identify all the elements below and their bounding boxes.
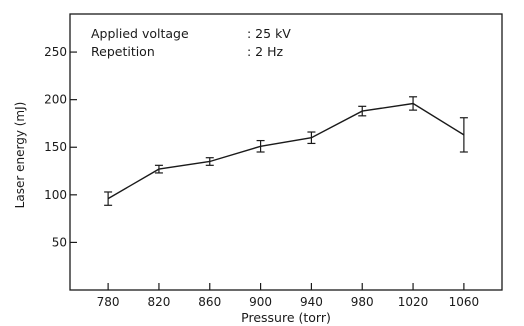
data-series	[104, 96, 468, 206]
y-tick-label: 50	[52, 235, 67, 249]
data-point	[154, 164, 163, 174]
x-tick-label: 980	[351, 295, 374, 309]
series-line	[107, 102, 465, 200]
annotation-value-repetition: : 2 Hz	[247, 44, 284, 59]
plot-frame	[69, 13, 503, 291]
data-point	[104, 191, 113, 206]
x-tick-label: 860	[198, 295, 221, 309]
plot-border	[69, 13, 503, 291]
x-axis-label: Pressure (torr)	[241, 310, 331, 325]
x-tick-label: 1060	[449, 295, 480, 309]
x-axis-ticks: 780 820 860 900 940 980 1020 1060	[97, 283, 479, 309]
y-tick-label: 250	[44, 45, 67, 59]
data-point	[459, 117, 468, 153]
y-tick-label: 150	[44, 140, 67, 154]
data-point	[358, 105, 367, 117]
annotation-label-voltage: Applied voltage	[91, 26, 189, 41]
y-axis-label: Laser energy (mJ)	[13, 102, 27, 209]
x-tick-label: 900	[249, 295, 272, 309]
y-tick-label: 100	[44, 188, 67, 202]
data-point	[409, 96, 418, 111]
x-tick-label: 780	[97, 295, 120, 309]
data-point	[256, 139, 265, 153]
y-tick-label: 200	[44, 93, 67, 107]
x-tick-label: 940	[300, 295, 323, 309]
x-tick-label: 1020	[398, 295, 429, 309]
annotation-label-repetition: Repetition	[91, 44, 155, 59]
annotation-value-voltage: : 25 kV	[247, 26, 291, 41]
x-tick-label: 820	[147, 295, 170, 309]
data-point	[307, 131, 316, 145]
y-axis-ticks: 50 100 150 200 250	[44, 45, 77, 249]
data-point	[205, 157, 214, 166]
